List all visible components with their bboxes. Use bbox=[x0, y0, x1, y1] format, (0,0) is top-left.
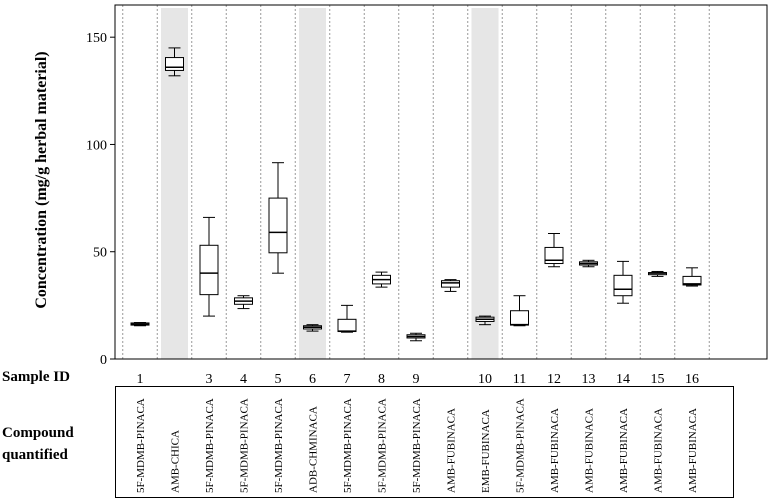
box-body bbox=[613, 274, 633, 297]
box-body bbox=[441, 280, 460, 288]
sample-id-label: 11 bbox=[513, 372, 526, 387]
sample-id-label: 3 bbox=[206, 372, 213, 387]
compound-label: AMB-FUBINACA bbox=[549, 408, 561, 493]
box-series bbox=[130, 47, 702, 342]
box-6 bbox=[303, 324, 322, 332]
sample-id-row-label: Sample ID bbox=[2, 369, 70, 385]
compound-label: EMB-FUBINACA bbox=[480, 409, 492, 493]
sample-id-label: 15 bbox=[651, 372, 665, 387]
sample-dividers bbox=[122, 5, 710, 359]
box-body bbox=[165, 57, 184, 71]
box-13 bbox=[544, 232, 564, 268]
sample-id-label: 6 bbox=[309, 372, 316, 387]
box-7 bbox=[337, 304, 357, 333]
box-8 bbox=[372, 271, 391, 288]
compound-label: AMB-FUBINACA bbox=[653, 408, 665, 493]
box-3 bbox=[199, 216, 219, 317]
box-body bbox=[337, 318, 357, 333]
compound-label: 5F-MDMB-PINACA bbox=[135, 398, 147, 493]
box-9 bbox=[406, 332, 426, 342]
y-tick-label: 0 bbox=[100, 353, 107, 368]
compound-label: 5F-MDMB-PINACA bbox=[204, 398, 216, 493]
y-tick-label: 100 bbox=[86, 138, 107, 153]
y-axis: 0 50 100 150 bbox=[86, 31, 115, 368]
y-tick-label: 50 bbox=[93, 246, 107, 261]
box-1 bbox=[130, 322, 150, 327]
box-15 bbox=[613, 260, 633, 304]
box-11 bbox=[475, 315, 495, 326]
sample-id-label: 4 bbox=[240, 372, 247, 387]
sample-id-label: 5 bbox=[275, 372, 282, 387]
box-body bbox=[268, 197, 288, 254]
box-14 bbox=[579, 259, 598, 268]
sample-id-label: 8 bbox=[378, 372, 385, 387]
compound-row-label-line2: quantified bbox=[2, 447, 68, 463]
box-16 bbox=[648, 270, 667, 277]
compound-labels: 5F-MDMB-PINACA AMB-CHICA 5F-MDMB-PINACA 5F-… bbox=[135, 398, 699, 493]
y-tick-label: 150 bbox=[86, 31, 107, 46]
box-body bbox=[544, 246, 564, 265]
compound-table-frame bbox=[115, 386, 734, 498]
compound-label: 5F-MDMB-PINACA bbox=[411, 398, 423, 493]
box-17 bbox=[682, 267, 702, 287]
compound-row-label-line1: Compound bbox=[2, 425, 74, 441]
sample-id-label: 14 bbox=[616, 372, 630, 387]
box-12 bbox=[510, 295, 529, 327]
sample-id-labels: 1 3 4 5 6 7 8 9 10 11 12 13 14 15 16 bbox=[137, 372, 700, 387]
compound-label: 5F-MDMB-PINACA bbox=[515, 398, 527, 493]
sample-id-label: 12 bbox=[547, 372, 561, 387]
sample-id-label: 1 bbox=[137, 372, 144, 387]
box-body bbox=[510, 310, 529, 326]
sample-id-label: 13 bbox=[582, 372, 596, 387]
highlight-band bbox=[299, 8, 326, 359]
sample-id-label: 9 bbox=[413, 372, 420, 387]
compound-label: 5F-MDMB-PINACA bbox=[342, 398, 354, 493]
compound-label: AMB-FUBINACA bbox=[618, 408, 630, 493]
box-10 bbox=[441, 279, 460, 292]
compound-label: 5F-MDMB-PINACA bbox=[239, 398, 251, 493]
sample-id-label: 10 bbox=[478, 372, 492, 387]
box-5 bbox=[268, 162, 288, 274]
compound-label: AMB-FUBINACA bbox=[584, 408, 596, 493]
box-2 bbox=[165, 47, 184, 77]
box-body bbox=[682, 275, 702, 286]
highlight-band bbox=[471, 8, 499, 359]
plot-area-frame bbox=[114, 4, 768, 360]
compound-row-label: Compound quantified bbox=[2, 422, 112, 466]
sample-id-label: 16 bbox=[685, 372, 699, 387]
compound-label: 5F-MDMB-PINACA bbox=[377, 398, 389, 493]
box-4 bbox=[234, 295, 253, 310]
compound-label: 5F-MDMB-PINACA bbox=[273, 398, 285, 493]
y-axis-label: Concentration (mg/g herbal material) bbox=[33, 51, 50, 308]
compound-label: ADB-CHMINACA bbox=[308, 406, 320, 493]
box-body bbox=[199, 244, 219, 296]
compound-label: AMB-FUBINACA bbox=[687, 408, 699, 493]
compound-label: AMB-FUBINACA bbox=[446, 408, 458, 493]
sample-id-label: 7 bbox=[344, 372, 351, 387]
compound-label: AMB-CHICA bbox=[170, 430, 182, 493]
